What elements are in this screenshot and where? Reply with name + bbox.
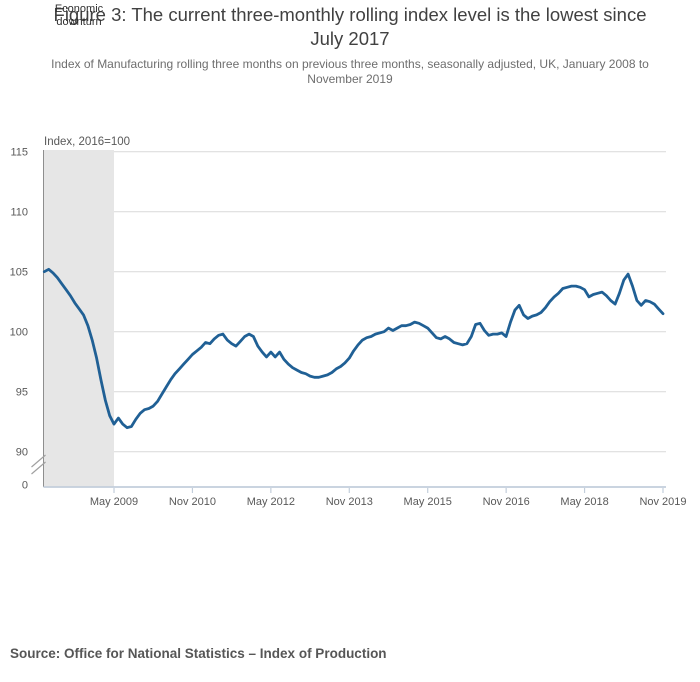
x-axis-tick-label: May 2009	[90, 496, 138, 508]
x-axis-tick-label: Nov 2016	[483, 496, 530, 508]
chart-title-line2: July 2017	[310, 28, 390, 49]
line-chart: May 2009 Nov 2010 May 2012 Nov 2013 May 2015…	[10, 136, 687, 508]
y-axis-unit-label: Index, 2016=100	[44, 136, 130, 148]
series-line-manufacturing-index	[42, 267, 665, 430]
x-axis-tick-label: May 2018	[560, 496, 608, 508]
x-axis-tick-label: Nov 2013	[326, 496, 373, 508]
y-axis-tick-label: 110	[10, 207, 28, 219]
economic-downturn-annotation: Economic downturn	[54, 3, 104, 28]
y-axis-tick-label: 90	[16, 447, 28, 459]
y-axis-zero-label: 0	[22, 480, 28, 492]
chart-title: Figure 3: The current three-monthly roll…	[35, 3, 665, 51]
chart-subtitle-line1: Index of Manufacturing rolling three mon…	[51, 57, 649, 71]
chart-title-line1: Figure 3: The current three-monthly roll…	[53, 4, 647, 25]
axis-break-mark	[31, 454, 46, 468]
axis-break-mark	[31, 461, 46, 475]
y-axis-tick-label: 95	[16, 387, 28, 399]
chart-subtitle: Index of Manufacturing rolling three mon…	[35, 57, 665, 87]
x-axis-tick-label: Nov 2019	[639, 496, 686, 508]
y-axis-tick-label: 105	[10, 267, 28, 279]
x-axis-tick-label: Nov 2010	[169, 496, 216, 508]
chart-subtitle-line2: November 2019	[307, 72, 393, 86]
y-axis-tick-label: 100	[10, 327, 28, 339]
downturn-band	[43, 150, 115, 487]
y-axis-tick-label: 115	[10, 147, 28, 159]
x-axis-tick-label: May 2012	[247, 496, 295, 508]
source-note: Source: Office for National Statistics –…	[10, 646, 387, 661]
x-axis-tick-label: May 2015	[404, 496, 452, 508]
